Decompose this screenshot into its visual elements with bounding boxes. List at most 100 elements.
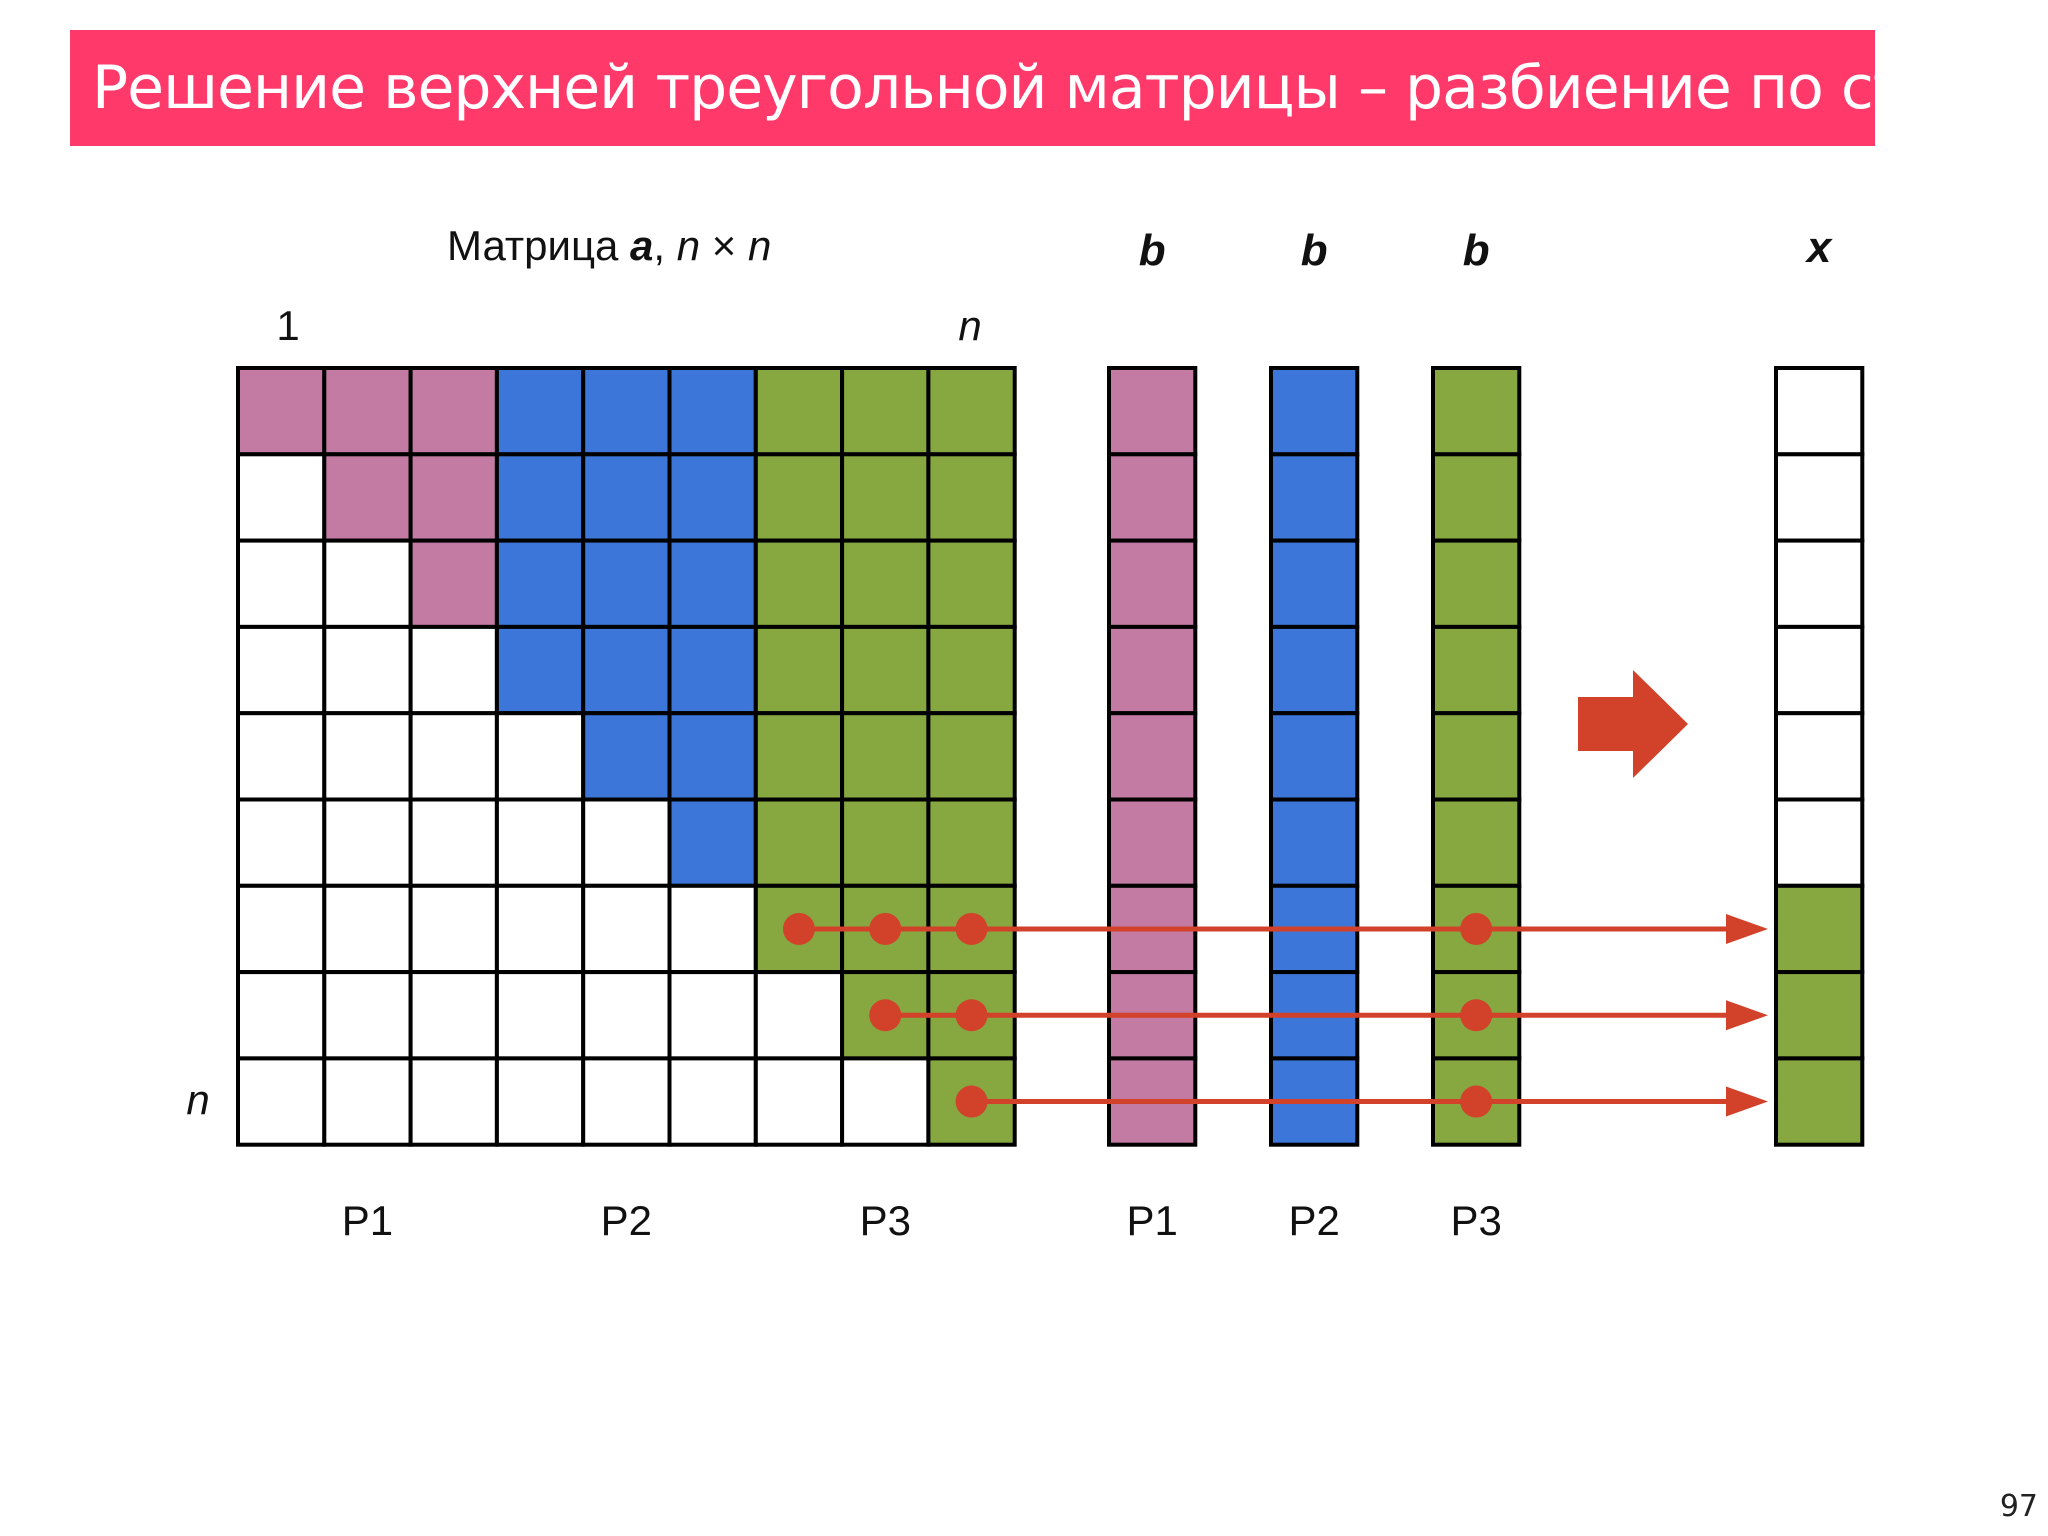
matrix-cell <box>408 538 499 629</box>
matrix-cell <box>840 624 931 716</box>
vector-b-cell <box>1269 711 1360 802</box>
vector-b-cell <box>1107 538 1198 629</box>
vector-b-cell <box>1269 538 1360 629</box>
matrix-cell <box>408 366 499 457</box>
matrix-cell <box>494 452 586 543</box>
matrix-cell <box>840 538 931 629</box>
matrix-cell <box>753 452 845 543</box>
matrix-cell <box>753 797 845 888</box>
matrix-cell <box>236 624 327 716</box>
matrix-cell <box>408 711 499 802</box>
matrix-cell <box>926 711 1017 802</box>
row-arrowhead-icon <box>1726 1086 1768 1117</box>
matrix-cell <box>494 538 586 629</box>
matrix-cell <box>236 711 327 802</box>
col-end-label: n <box>958 302 981 349</box>
matrix-cell <box>840 452 931 543</box>
matrix-cell <box>322 538 413 629</box>
vector-b-cell <box>1431 711 1522 802</box>
matrix-cell <box>494 366 586 457</box>
matrix-cell <box>236 538 327 629</box>
matrix-cell <box>926 624 1017 716</box>
matrix-cell <box>667 711 758 802</box>
matrix-cell <box>753 366 845 457</box>
vector-b-cell <box>1269 624 1360 716</box>
matrix-cell <box>753 538 845 629</box>
vector-b-label: b <box>1301 226 1328 275</box>
matrix-cell <box>408 883 499 975</box>
matrix-caption-var: a <box>630 222 653 269</box>
vector-dot <box>1460 999 1493 1032</box>
matrix-cell <box>581 711 672 802</box>
row-end-label: n <box>186 1076 209 1123</box>
matrix-cell <box>494 711 586 802</box>
matrix-cell <box>581 1056 672 1147</box>
vector-x-cell <box>1774 711 1865 802</box>
vector-b-cell <box>1107 452 1198 543</box>
matrix-cell <box>753 711 845 802</box>
matrix-cell <box>581 970 672 1061</box>
matrix-partition-label: P2 <box>601 1197 652 1244</box>
matrix-cell <box>581 624 672 716</box>
matrix-cell <box>840 366 931 457</box>
vector-b-cell <box>1107 711 1198 802</box>
col-start-label: 1 <box>276 302 299 349</box>
vector-dot <box>1460 1085 1493 1118</box>
row-arrowhead-icon <box>1726 913 1768 944</box>
vector-b-cell <box>1107 624 1198 716</box>
matrix-cell <box>667 970 758 1061</box>
vector-b-label: b <box>1463 226 1490 275</box>
matrix-caption: Матрица a, n × n <box>447 222 771 269</box>
matrix-cell <box>667 1056 758 1147</box>
matrix-cell <box>667 538 758 629</box>
matrix-dot <box>955 1085 988 1118</box>
matrix-caption-n1: n <box>677 222 700 269</box>
matrix-cell <box>408 1056 499 1147</box>
vector-x-cell <box>1774 452 1865 543</box>
matrix-cell <box>840 711 931 802</box>
matrix-cell <box>236 1056 327 1147</box>
slide-title: Решение верхней треугольной матрицы – ра… <box>92 53 2048 123</box>
matrix-dot <box>869 912 902 945</box>
page-number: 97 <box>1999 1489 2038 1524</box>
matrix-cell <box>926 452 1017 543</box>
matrix-cell <box>494 624 586 716</box>
matrix-cell <box>236 366 327 457</box>
vector-b-cell <box>1269 452 1360 543</box>
vector-x-cell <box>1774 366 1865 457</box>
matrix-cell <box>322 1056 413 1147</box>
vector-b-cell <box>1431 366 1522 457</box>
matrix-cell <box>667 797 758 888</box>
matrix-cell <box>581 452 672 543</box>
result-arrow-icon <box>1578 670 1688 778</box>
matrix-cell <box>494 970 586 1061</box>
matrix-cell <box>408 452 499 543</box>
matrix-cell <box>926 538 1017 629</box>
matrix-cell <box>667 624 758 716</box>
vector-b-cell <box>1107 797 1198 888</box>
matrix-cell <box>840 1056 931 1147</box>
vector-x-label: x <box>1805 223 1833 272</box>
matrix-cell <box>667 366 758 457</box>
matrix-cell <box>581 538 672 629</box>
matrix-cell <box>494 883 586 975</box>
matrix-caption-n2: n <box>748 222 771 269</box>
vector-b-cell <box>1107 366 1198 457</box>
matrix-cell <box>408 797 499 888</box>
matrix-caption-sep: , <box>653 222 676 269</box>
vector-b-label: b <box>1139 226 1166 275</box>
matrix-cell <box>581 366 672 457</box>
matrix-caption-prefix: Матрица <box>447 222 630 269</box>
matrix-cell <box>408 970 499 1061</box>
matrix-cell <box>581 883 672 975</box>
matrix-cell <box>494 797 586 888</box>
title-bar: Решение верхней треугольной матрицы – ра… <box>70 30 2048 146</box>
matrix-cell <box>667 883 758 975</box>
matrix-cell <box>494 1056 586 1147</box>
vector-partition-label: P1 <box>1126 1197 1177 1244</box>
matrix-cell <box>753 1056 845 1147</box>
matrix-cell <box>408 624 499 716</box>
row-arrowhead-icon <box>1726 1000 1768 1031</box>
vector-x-cell <box>1774 797 1865 888</box>
